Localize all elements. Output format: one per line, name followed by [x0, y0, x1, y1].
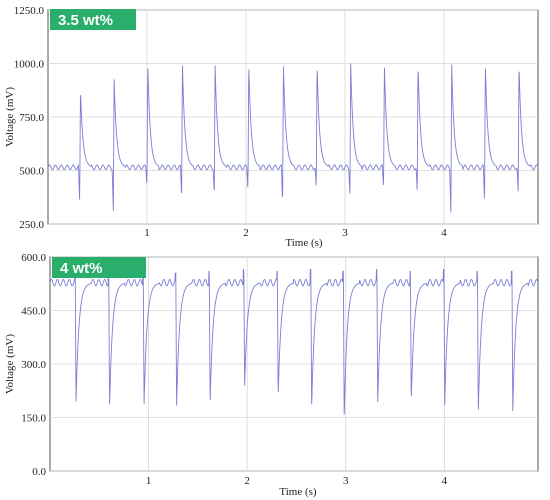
y-tick-label: 1000.0: [14, 59, 45, 71]
x-axis-label: Time (s): [279, 486, 317, 498]
badge-label: 4 wt%: [60, 260, 103, 277]
x-axis-label: Time (s): [285, 237, 323, 249]
x-tick-label: 3: [343, 475, 349, 487]
y-axis-label: Voltage (mV): [4, 87, 16, 147]
y-tick-labels: 250.0 500.0 750.0 1000.0 1250.0: [14, 5, 45, 231]
y-tick-label: 150.0: [21, 413, 46, 425]
y-tick-label: 0.0: [32, 466, 46, 478]
x-tick-label: 4: [442, 475, 448, 487]
x-tick-label: 2: [243, 227, 249, 239]
y-tick-label: 600.0: [21, 252, 46, 264]
x-tick-label: 1: [146, 475, 152, 487]
y-axis-label: Voltage (mV): [4, 334, 16, 394]
y-tick-labels: 0.0 150.0 300.0 450.0 600.0: [21, 252, 46, 478]
x-tick-label: 4: [441, 227, 447, 239]
chart-panel-4-wt: 0.0 150.0 300.0 450.0 600.0 1 2 3 4 4 wt% Time …: [4, 252, 539, 498]
badge-label: 3.5 wt%: [58, 12, 113, 29]
x-tick-label: 2: [244, 475, 250, 487]
y-tick-label: 750.0: [19, 112, 44, 124]
chart-panel-3-5-wt: 250.0 500.0 750.0 1000.0 1250.0 1 2 3 4 3.5 wt%…: [4, 5, 539, 249]
y-tick-label: 450.0: [21, 306, 46, 318]
voltage-series-line: [47, 63, 539, 213]
y-tick-label: 300.0: [21, 359, 46, 371]
x-tick-labels: 1 2 3 4: [146, 475, 448, 487]
x-tick-label: 1: [144, 227, 150, 239]
y-tick-label: 1250.0: [14, 5, 45, 17]
badge-background: [52, 257, 146, 278]
x-tick-labels: 1 2 3 4: [144, 227, 447, 239]
y-tick-label: 500.0: [19, 166, 44, 178]
voltage-series-line: [49, 269, 539, 415]
badge-background: [50, 9, 136, 30]
y-tick-label: 250.0: [19, 219, 44, 231]
x-tick-label: 3: [342, 227, 348, 239]
